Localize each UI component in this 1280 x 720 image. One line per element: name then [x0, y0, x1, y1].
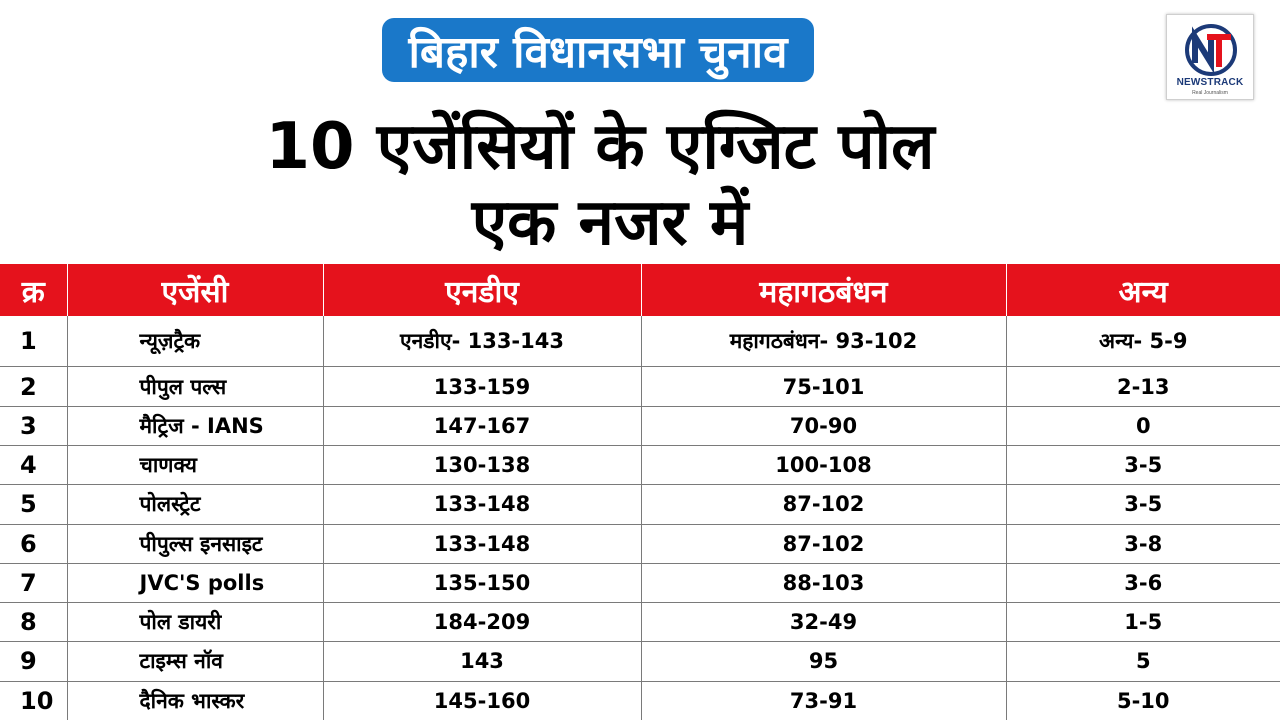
- table-row: 4 चाणक्य 130-138 100-108 3-5: [0, 445, 1280, 486]
- table-row: 10 दैनिक भास्कर 145-160 73-91 5-10: [0, 681, 1280, 720]
- cell-others: 3-8: [1006, 524, 1280, 564]
- table-row: 2 पीपुल पल्स 133-159 75-101 2-13: [0, 366, 1280, 407]
- cell-mahagathbandhan: 32-49: [641, 602, 1007, 643]
- cell-mahagathbandhan: महागठबंधन- 93-102: [641, 316, 1007, 368]
- header-others: अन्य: [1006, 264, 1280, 316]
- logo-tagline: Real Journalism: [1192, 90, 1228, 96]
- newstrack-logo: NEWSTRACK Real Journalism: [1166, 14, 1254, 100]
- cell-agency: पीपुल पल्स: [67, 366, 324, 407]
- table-row: 3 मैट्रिज - IANS 147-167 70-90 0: [0, 406, 1280, 446]
- cell-nda: 135-150: [323, 563, 642, 604]
- cell-agency: न्यूज़ट्रैक: [67, 316, 324, 368]
- cell-serial: 6: [0, 524, 68, 564]
- cell-agency: दैनिक भास्कर: [67, 681, 324, 720]
- cell-serial: 4: [0, 445, 68, 486]
- cell-serial: 1: [0, 316, 68, 368]
- table-row: 9 टाइम्स नॉव 143 95 5: [0, 641, 1280, 682]
- cell-mahagathbandhan: 70-90: [641, 406, 1007, 446]
- cell-others: 3-5: [1006, 484, 1280, 525]
- cell-nda: 143: [323, 641, 642, 682]
- cell-others: 2-13: [1006, 366, 1280, 407]
- cell-nda: एनडीए- 133-143: [323, 316, 642, 368]
- exit-poll-table: क्र एजेंसी एनडीए महागठबंधन अन्य 1 न्यूज़…: [0, 264, 1280, 720]
- logo-brand-text: NEWSTRACK: [1176, 77, 1244, 88]
- cell-mahagathbandhan: 95: [641, 641, 1007, 682]
- cell-agency: पोलस्ट्रेट: [67, 484, 324, 525]
- cell-agency: JVC'S polls: [67, 563, 324, 604]
- header-serial: क्र: [0, 264, 68, 316]
- cell-others: 3-5: [1006, 445, 1280, 486]
- cell-serial: 7: [0, 563, 68, 604]
- nt-logo-icon: [1185, 24, 1237, 76]
- cell-agency: पोल डायरी: [67, 602, 324, 643]
- cell-others: 5: [1006, 641, 1280, 682]
- cell-serial: 9: [0, 641, 68, 682]
- table-row: 8 पोल डायरी 184-209 32-49 1-5: [0, 602, 1280, 643]
- cell-serial: 2: [0, 366, 68, 407]
- table-row: 5 पोलस्ट्रेट 133-148 87-102 3-5: [0, 484, 1280, 525]
- cell-mahagathbandhan: 87-102: [641, 524, 1007, 564]
- cell-agency: चाणक्य: [67, 445, 324, 486]
- cell-others: 3-6: [1006, 563, 1280, 604]
- cell-nda: 133-148: [323, 484, 642, 525]
- cell-others: अन्य- 5-9: [1006, 316, 1280, 368]
- cell-nda: 184-209: [323, 602, 642, 643]
- cell-mahagathbandhan: 100-108: [641, 445, 1007, 486]
- cell-others: 0: [1006, 406, 1280, 446]
- cell-agency: पीपुल्स इनसाइट: [67, 524, 324, 564]
- cell-serial: 10: [0, 681, 68, 720]
- cell-nda: 133-148: [323, 524, 642, 564]
- cell-serial: 5: [0, 484, 68, 525]
- table-row: 1 न्यूज़ट्रैक एनडीए- 133-143 महागठबंधन- …: [0, 316, 1280, 368]
- cell-mahagathbandhan: 88-103: [641, 563, 1007, 604]
- cell-mahagathbandhan: 73-91: [641, 681, 1007, 720]
- table-header-row: क्र एजेंसी एनडीए महागठबंधन अन्य: [0, 264, 1280, 316]
- cell-agency: टाइम्स नॉव: [67, 641, 324, 682]
- cell-nda: 145-160: [323, 681, 642, 720]
- cell-nda: 133-159: [323, 366, 642, 407]
- header-mahagathbandhan: महागठबंधन: [641, 264, 1007, 316]
- cell-others: 1-5: [1006, 602, 1280, 643]
- cell-serial: 8: [0, 602, 68, 643]
- cell-mahagathbandhan: 87-102: [641, 484, 1007, 525]
- cell-serial: 3: [0, 406, 68, 446]
- header-nda: एनडीए: [323, 264, 642, 316]
- cell-nda: 130-138: [323, 445, 642, 486]
- table-row: 6 पीपुल्स इनसाइट 133-148 87-102 3-8: [0, 524, 1280, 564]
- cell-others: 5-10: [1116, 688, 1170, 713]
- election-banner: बिहार विधानसभा चुनाव: [382, 18, 814, 82]
- cell-agency: मैट्रिज - IANS: [67, 406, 324, 446]
- cell-nda: 147-167: [323, 406, 642, 446]
- headline-line-1: 10 एजेंसियों के एग्जिट पोल: [265, 110, 935, 184]
- headline-line-2: एक नजर में: [471, 186, 749, 260]
- cell-mahagathbandhan: 75-101: [641, 366, 1007, 407]
- header-agency: एजेंसी: [67, 264, 324, 316]
- table-row: 7 JVC'S polls 135-150 88-103 3-6: [0, 563, 1280, 604]
- banner-text: बिहार विधानसभा चुनाव: [408, 27, 788, 78]
